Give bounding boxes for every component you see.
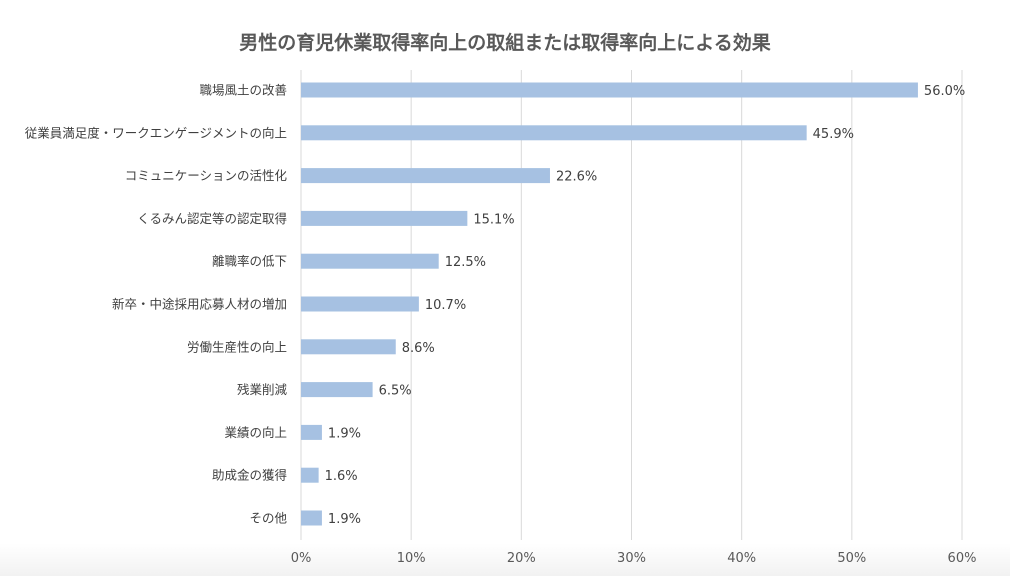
bar: [301, 253, 439, 269]
x-tick-label: 20%: [507, 551, 536, 566]
bars: [301, 82, 918, 526]
x-tick-label: 0%: [291, 551, 312, 566]
bar: [301, 125, 807, 141]
bar: [301, 210, 468, 226]
labels: 0% 10% 20% 30% 40% 50% 60% 職場風土の改善 56.0% 従業員満足度・ワ…: [25, 83, 977, 567]
value-label: 8.6%: [402, 341, 435, 356]
bar: [301, 82, 918, 98]
chart-title: 男性の育児休業取得率向上の取組または取得率向上による効果: [239, 32, 771, 54]
category-label: 従業員満足度・ワークエンゲージメントの向上: [25, 125, 287, 140]
bar: [301, 510, 322, 526]
bar: [301, 467, 319, 483]
value-label: 1.9%: [328, 426, 361, 441]
category-label: その他: [249, 511, 287, 526]
value-label: 10.7%: [425, 298, 466, 313]
x-tick-label: 50%: [837, 551, 866, 566]
category-label: コミュニケーションの活性化: [125, 168, 288, 183]
bar: [301, 339, 396, 355]
category-label: くるみん認定等の認定取得: [137, 211, 287, 226]
category-label: 労働生産性の向上: [187, 339, 287, 354]
category-label: 職場風土の改善: [199, 83, 287, 98]
value-label: 15.1%: [473, 212, 514, 227]
value-label: 22.6%: [556, 170, 597, 185]
x-tick-label: 40%: [727, 551, 756, 566]
category-label: 離職率の低下: [212, 254, 287, 269]
bottom-shade: [0, 543, 1010, 576]
value-label: 6.5%: [379, 384, 412, 399]
value-label: 1.6%: [325, 469, 358, 484]
bar: [301, 382, 373, 398]
category-label: 残業削減: [237, 382, 288, 397]
x-tick-label: 10%: [397, 551, 426, 566]
x-tick-label: 30%: [617, 551, 646, 566]
category-label: 助成金の獲得: [212, 468, 287, 483]
value-label: 56.0%: [924, 84, 965, 99]
value-label: 1.9%: [328, 512, 361, 527]
value-label: 12.5%: [445, 255, 486, 270]
bar: [301, 168, 550, 184]
bar: [301, 424, 322, 440]
category-label: 業績の向上: [224, 425, 287, 440]
x-tick-label: 60%: [948, 551, 977, 566]
bar: [301, 296, 419, 312]
value-label: 45.9%: [813, 127, 854, 142]
category-label: 新卒・中途採用応募人材の増加: [112, 297, 287, 312]
